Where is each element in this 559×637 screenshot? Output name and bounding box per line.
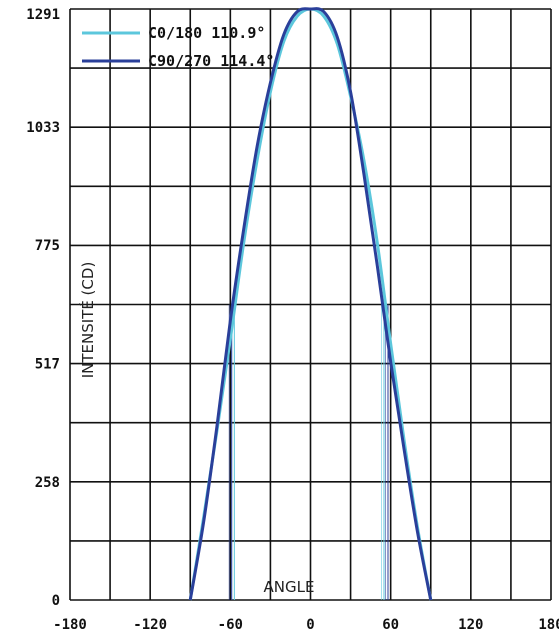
legend-label: C0/180 110.9° bbox=[148, 24, 265, 42]
x-tick-label: -120 bbox=[133, 617, 167, 633]
y-tick-label: 1033 bbox=[26, 120, 60, 136]
y-tick-label: 258 bbox=[35, 475, 60, 491]
y-axis-label: INTENSITÉ (CD) bbox=[78, 262, 97, 379]
x-tick-label: 120 bbox=[458, 617, 483, 633]
legend: C0/180 110.9° C90/270 114.4° bbox=[82, 24, 274, 70]
x-tick-label: 60 bbox=[382, 617, 399, 633]
y-tick-label: 1291 bbox=[26, 7, 60, 23]
y-tick-label: 517 bbox=[35, 356, 60, 372]
y-tick-label: 0 bbox=[52, 593, 60, 609]
x-tick-label: -60 bbox=[218, 617, 243, 633]
x-tick-label: 180 bbox=[538, 617, 559, 633]
legend-label: C90/270 114.4° bbox=[148, 52, 274, 70]
grid bbox=[69, 8, 552, 601]
series-line-1 bbox=[188, 7, 433, 601]
y-tick-label: 775 bbox=[35, 238, 60, 254]
half-intensity-markers bbox=[228, 304, 389, 600]
x-tick-label: 0 bbox=[306, 617, 314, 633]
x-axis-label: ANGLE bbox=[264, 578, 315, 596]
tick-labels: -180 -120 -60 0 60 120 180 0 258 517 775 1033 1291 bbox=[26, 7, 559, 633]
series-lines bbox=[188, 7, 433, 601]
x-tick-label: -180 bbox=[53, 617, 87, 633]
